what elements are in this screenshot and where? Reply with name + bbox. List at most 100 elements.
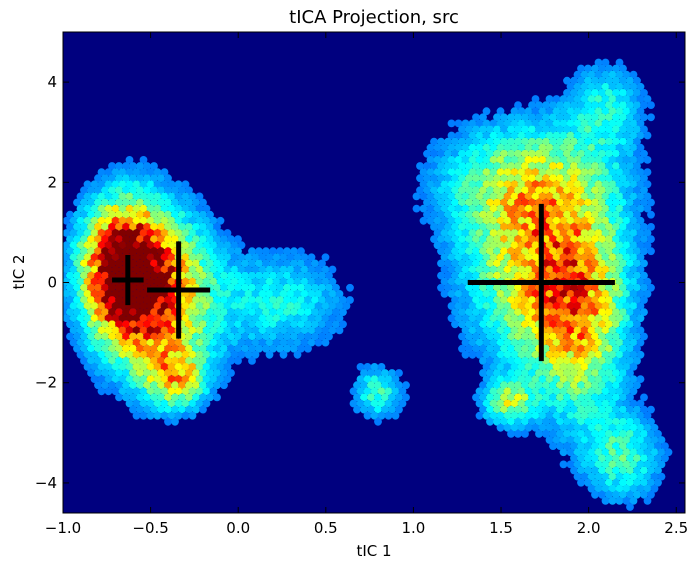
- density-hexbin: [577, 393, 585, 402]
- density-hexbin: [111, 363, 120, 371]
- density-hexbin: [619, 405, 627, 414]
- density-hexbin: [486, 235, 494, 244]
- density-hexbin: [458, 198, 466, 207]
- density-hexbin: [122, 369, 130, 377]
- density-hexbin: [615, 180, 624, 189]
- density-hexbin: [640, 271, 648, 280]
- density-hexbin: [122, 247, 130, 256]
- density-hexbin: [76, 314, 85, 323]
- density-hexbin: [633, 210, 641, 219]
- density-hexbin: [521, 259, 529, 268]
- density-hexbin: [524, 387, 533, 396]
- density-hexbin: [104, 204, 113, 213]
- density-hexbin: [566, 82, 575, 91]
- density-hexbin: [601, 350, 610, 359]
- density-hexbin: [139, 168, 148, 177]
- density-hexbin: [94, 344, 102, 353]
- density-hexbin: [76, 302, 85, 310]
- density-hexbin: [559, 338, 568, 347]
- density-hexbin: [223, 338, 232, 347]
- density-hexbin: [171, 235, 179, 244]
- density-hexbin: [577, 210, 585, 219]
- density-hexbin: [622, 216, 631, 225]
- density-hexbin: [90, 229, 99, 237]
- density-hexbin: [601, 216, 610, 225]
- density-hexbin: [185, 210, 193, 219]
- density-hexbin: [458, 149, 466, 158]
- density-hexbin: [377, 363, 386, 371]
- density-hexbin: [545, 411, 554, 420]
- density-hexbin: [598, 393, 606, 402]
- density-hexbin: [633, 478, 641, 487]
- density-hexbin: [363, 411, 372, 420]
- density-hexbin: [626, 320, 634, 329]
- density-hexbin: [63, 241, 71, 250]
- density-hexbin: [437, 247, 445, 256]
- density-hexbin: [556, 283, 564, 292]
- density-hexbin: [622, 82, 631, 91]
- density-hexbin: [591, 223, 599, 231]
- density-hexbin: [510, 216, 519, 225]
- density-hexbin: [514, 405, 522, 414]
- density-hexbin: [321, 326, 330, 335]
- density-hexbin: [440, 192, 449, 201]
- density-hexbin: [76, 290, 85, 298]
- density-hexbin: [535, 430, 543, 438]
- density-hexbin: [500, 235, 508, 244]
- density-hexbin: [559, 253, 568, 262]
- density-hexbin: [486, 283, 494, 292]
- density-hexbin: [514, 101, 522, 109]
- density-hexbin: [503, 204, 512, 213]
- density-hexbin: [577, 235, 585, 244]
- density-hexbin: [437, 223, 445, 231]
- density-hexbin: [129, 210, 137, 219]
- density-hexbin: [129, 235, 137, 244]
- density-hexbin: [339, 320, 347, 329]
- density-hexbin: [601, 168, 610, 177]
- density-hexbin: [181, 375, 190, 383]
- density-hexbin: [220, 271, 228, 280]
- density-hexbin: [612, 89, 620, 97]
- density-hexbin: [178, 381, 186, 390]
- density-hexbin: [542, 369, 550, 377]
- density-hexbin: [262, 344, 270, 353]
- density-hexbin: [290, 344, 298, 353]
- density-hexbin: [580, 399, 589, 408]
- density-hexbin: [83, 363, 92, 371]
- density-hexbin: [493, 235, 501, 244]
- density-hexbin: [367, 405, 375, 414]
- density-hexbin: [577, 442, 585, 450]
- density-hexbin: [153, 241, 162, 250]
- density-hexbin: [129, 186, 137, 195]
- density-hexbin: [566, 156, 575, 164]
- density-hexbin: [230, 326, 239, 335]
- density-hexbin: [433, 192, 442, 201]
- density-hexbin: [636, 131, 645, 140]
- density-hexbin: [125, 180, 134, 189]
- density-hexbin: [612, 296, 620, 304]
- density-hexbin: [115, 174, 123, 183]
- density-hexbin: [97, 204, 106, 213]
- density-hexbin: [507, 417, 515, 426]
- density-hexbin: [465, 210, 473, 219]
- density-hexbin: [195, 363, 204, 371]
- density-hexbin: [612, 162, 620, 170]
- density-hexbin: [598, 247, 606, 256]
- density-hexbin: [195, 192, 204, 201]
- density-hexbin: [146, 241, 155, 250]
- density-hexbin: [129, 308, 137, 316]
- density-hexbin: [598, 235, 606, 244]
- density-hexbin: [272, 290, 281, 298]
- density-hexbin: [612, 332, 620, 341]
- density-hexbin: [108, 296, 116, 304]
- density-hexbin: [531, 326, 540, 335]
- density-hexbin: [640, 198, 648, 207]
- density-hexbin: [566, 375, 575, 383]
- density-hexbin: [202, 265, 211, 274]
- density-hexbin: [283, 308, 291, 316]
- density-hexbin: [132, 265, 141, 274]
- density-hexbin: [90, 302, 99, 310]
- density-hexbin: [104, 363, 113, 371]
- density-hexbin: [608, 411, 617, 420]
- density-hexbin: [573, 168, 582, 177]
